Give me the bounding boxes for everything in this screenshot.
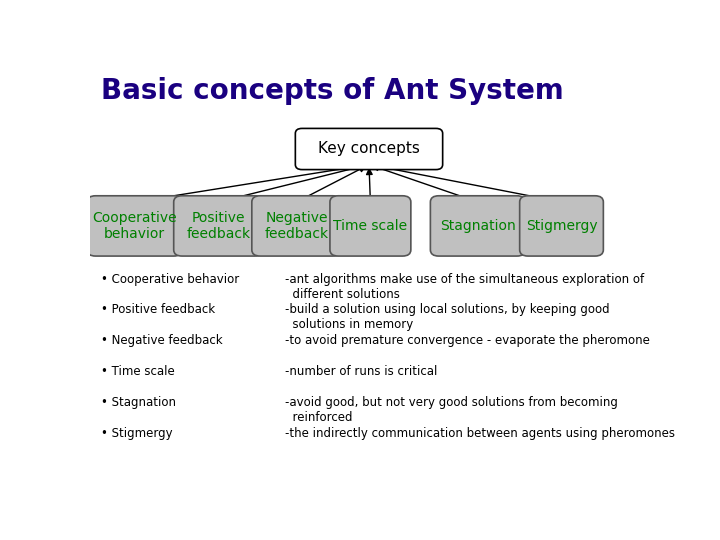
- Text: • Time scale: • Time scale: [101, 365, 175, 378]
- Text: • Positive feedback: • Positive feedback: [101, 303, 215, 316]
- Text: -avoid good, but not very good solutions from becoming
  reinforced: -avoid good, but not very good solutions…: [285, 396, 618, 424]
- Text: • Negative feedback: • Negative feedback: [101, 334, 222, 347]
- Text: -ant algorithms make use of the simultaneous exploration of
  different solution: -ant algorithms make use of the simultan…: [285, 273, 644, 301]
- FancyBboxPatch shape: [252, 196, 341, 256]
- FancyBboxPatch shape: [330, 196, 411, 256]
- FancyBboxPatch shape: [295, 129, 443, 170]
- Text: -the indirectly communication between agents using pheromones: -the indirectly communication between ag…: [285, 427, 675, 440]
- Text: Positive
feedback: Positive feedback: [186, 211, 251, 241]
- FancyBboxPatch shape: [87, 196, 182, 256]
- Text: -number of runs is critical: -number of runs is critical: [285, 365, 438, 378]
- Text: Cooperative
behavior: Cooperative behavior: [92, 211, 177, 241]
- Text: Key concepts: Key concepts: [318, 141, 420, 157]
- Text: Basic concepts of Ant System: Basic concepts of Ant System: [101, 77, 564, 105]
- Text: -to avoid premature convergence - evaporate the pheromone: -to avoid premature convergence - evapor…: [285, 334, 650, 347]
- Text: -build a solution using local solutions, by keeping good
  solutions in memory: -build a solution using local solutions,…: [285, 303, 610, 332]
- Text: Stagnation: Stagnation: [440, 219, 516, 233]
- Text: • Cooperative behavior: • Cooperative behavior: [101, 273, 240, 286]
- Text: • Stigmergy: • Stigmergy: [101, 427, 173, 440]
- Text: Negative
feedback: Negative feedback: [264, 211, 328, 241]
- Text: Stigmergy: Stigmergy: [526, 219, 598, 233]
- FancyBboxPatch shape: [431, 196, 526, 256]
- FancyBboxPatch shape: [174, 196, 263, 256]
- FancyBboxPatch shape: [520, 196, 603, 256]
- Text: • Stagnation: • Stagnation: [101, 396, 176, 409]
- Text: Time scale: Time scale: [333, 219, 408, 233]
